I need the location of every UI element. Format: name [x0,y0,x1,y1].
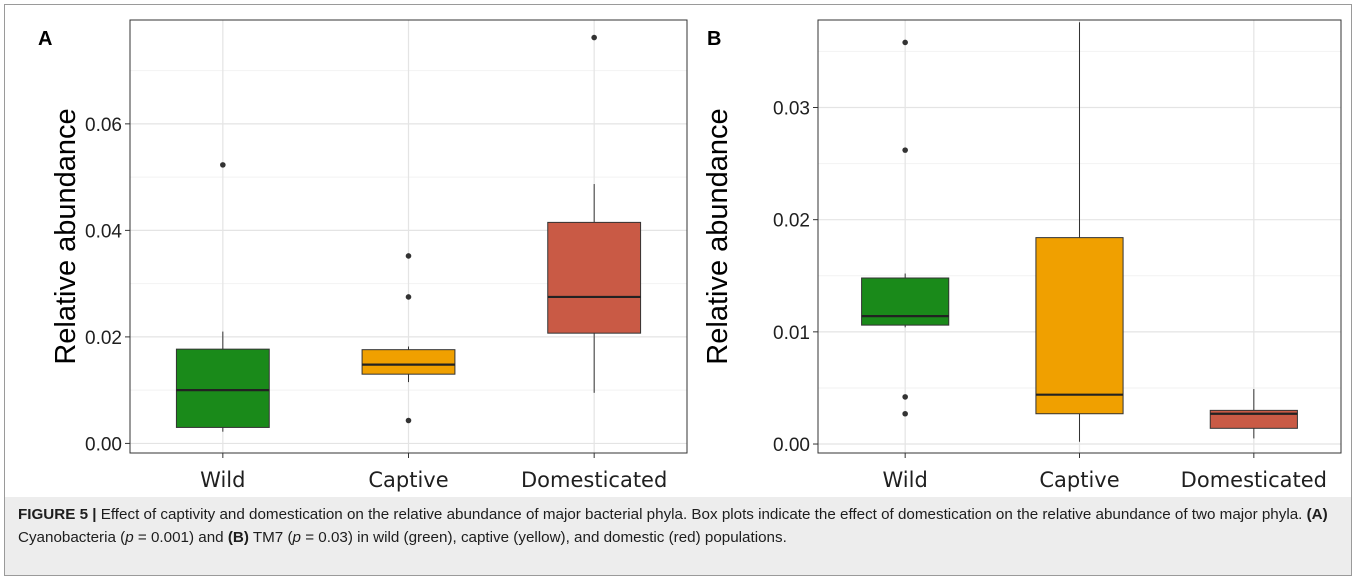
caption-panel-b-ref: (B) [227,529,249,546]
y-tick-label: 0.03 [773,98,810,119]
outlier-point [220,162,226,168]
figure-caption: FIGURE 5 | Effect of captivity and domes… [18,503,1343,549]
x-tick-label: Domesticated [1181,468,1327,492]
y-tick-label: 0.02 [773,211,810,232]
box-wild [861,277,950,326]
figure-chart-area: 0.00 0.02 0.04 0.06 Wild Captive Domesticated R… [38,19,1342,492]
x-tick-label: Wild [883,468,928,492]
caption-text-2: Cyanobacteria ( [18,529,126,546]
box-domesticated [547,221,642,334]
x-tick-label: Wild [200,468,245,492]
outlier-point [405,417,412,424]
outlier-point [591,34,597,41]
y-tick-label: 0.00 [773,435,810,456]
box-wild [175,348,270,428]
figure-label: FIGURE 5 | [18,506,97,523]
caption-text-5: = 0.03) in wild (green), captive (yellow… [300,529,787,546]
x-tick-label: Captive [1039,468,1119,492]
x-tick-label: Domesticated [521,468,667,492]
y-axis-label: Relative abundance [702,108,734,364]
plot-border [817,19,1342,454]
outlier-point [902,410,908,417]
caption-panel-a-ref: (A) [1306,506,1328,523]
outlier-point [902,394,908,400]
y-tick-label: 0.02 [85,328,122,349]
outlier-point [405,294,412,300]
caption-p-symbol-1: p [125,529,134,546]
figure-frame [4,4,1352,576]
y-tick-label: 0.04 [85,221,122,242]
caption-background [5,497,1351,575]
box-domesticated [1209,409,1298,429]
outlier-point [902,39,908,46]
y-axis-label: Relative abundance [50,108,82,364]
caption-p-symbol-2: p [292,529,301,546]
caption-text-3: = 0.001) and [133,529,228,546]
y-tick-label: 0.06 [85,115,122,136]
caption-text-1: Effect of captivity and domestication on… [96,506,1307,523]
y-tick-label: 0.01 [773,323,810,344]
panel-a: 0.00 0.02 0.04 0.06 Wild Captive Domesticated R… [38,19,688,492]
panel-b: 0.00 0.01 0.02 0.03 Wild Captive Domesticated R… [702,19,1342,492]
outlier-point [902,147,908,153]
panel-letter-a: A [38,28,52,50]
panel-letter-b: B [707,28,721,50]
y-tick-label: 0.00 [85,434,122,455]
box-captive [1035,237,1124,415]
caption-text-4: TM7 ( [248,529,293,546]
box-captive [361,349,456,375]
x-tick-label: Captive [368,468,448,492]
outlier-point [405,253,412,259]
plot-border [129,19,688,454]
